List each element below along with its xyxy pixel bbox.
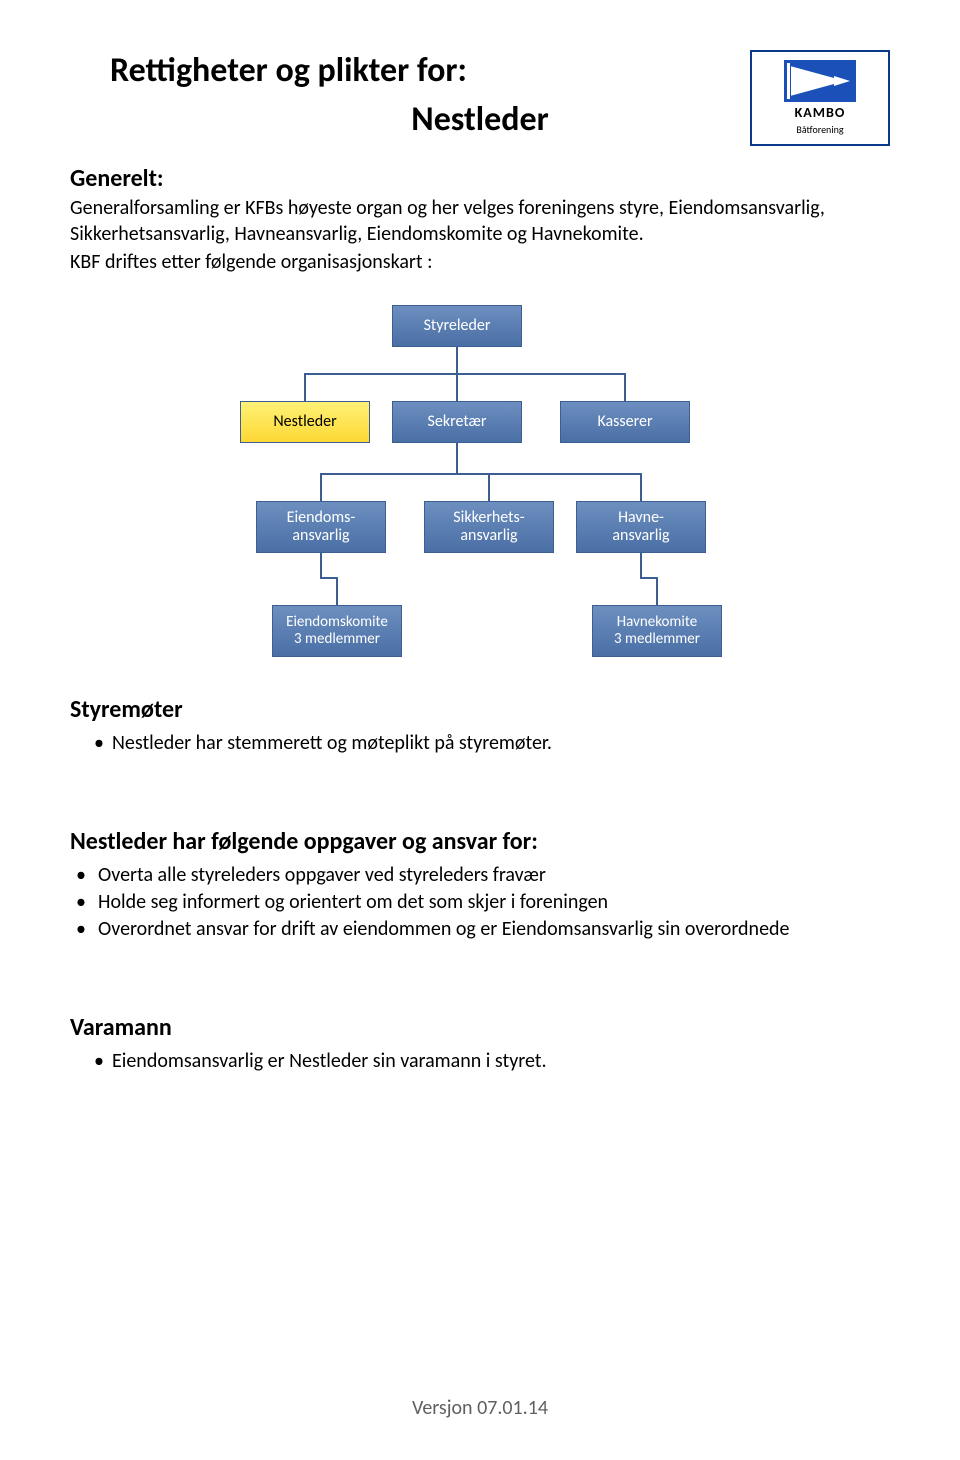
connector bbox=[320, 553, 322, 577]
node-eiendoms: Eiendoms- ansvarlig bbox=[256, 501, 386, 553]
connector bbox=[456, 443, 458, 473]
node-havne: Havne- ansvarlig bbox=[576, 501, 706, 553]
oppgaver-list: Overta alle styreleders oppgaver ved sty… bbox=[70, 862, 890, 943]
node-label: 3 medlemmer bbox=[294, 631, 380, 648]
node-label: 3 medlemmer bbox=[614, 631, 700, 648]
logo: KAMBO Båtforening bbox=[750, 50, 890, 146]
connector bbox=[456, 347, 458, 373]
footer-version: Versjon 07.01.14 bbox=[0, 1396, 960, 1420]
logo-text-1: KAMBO bbox=[795, 104, 846, 121]
node-havnekomite: Havnekomite 3 medlemmer bbox=[592, 605, 722, 657]
logo-flag-icon bbox=[784, 60, 856, 102]
connector bbox=[656, 577, 658, 605]
node-label: Styreleder bbox=[424, 317, 491, 335]
varamann-heading: Varamann bbox=[70, 1013, 890, 1042]
styremoter-heading: Styremøter bbox=[70, 695, 890, 724]
pre-title: Rettigheter og plikter for: bbox=[110, 50, 750, 91]
connector bbox=[320, 577, 337, 579]
node-label: Eiendomskomite bbox=[286, 614, 388, 631]
node-styreleder: Styreleder bbox=[392, 305, 522, 347]
list-item: Overordnet ansvar for drift av eiendomme… bbox=[76, 916, 890, 943]
connector bbox=[320, 473, 641, 475]
styremoter-list: Nestleder har stemmerett og møteplikt på… bbox=[70, 730, 890, 757]
node-eiendomskomite: Eiendomskomite 3 medlemmer bbox=[272, 605, 402, 657]
node-label: Havne- bbox=[618, 509, 664, 527]
node-sekretaer: Sekretær bbox=[392, 401, 522, 443]
node-label: Kasserer bbox=[597, 413, 652, 431]
connector bbox=[640, 577, 657, 579]
node-label: ansvarlig bbox=[292, 527, 349, 545]
node-label: Nestleder bbox=[273, 413, 336, 431]
node-label: Havnekomite bbox=[617, 614, 697, 631]
node-kasserer: Kasserer bbox=[560, 401, 690, 443]
node-label: Sikkerhets- bbox=[453, 509, 524, 527]
connector bbox=[640, 473, 642, 501]
connector bbox=[304, 373, 625, 375]
connector bbox=[304, 373, 306, 401]
list-item: Overta alle styreleders oppgaver ved sty… bbox=[76, 862, 890, 889]
logo-text-2: Båtforening bbox=[796, 123, 843, 136]
generelt-text-2: KBF driftes etter følgende organisasjons… bbox=[70, 249, 890, 275]
connector bbox=[456, 373, 458, 401]
connector bbox=[320, 473, 322, 501]
list-item: Eiendomsansvarlig er Nestleder sin varam… bbox=[94, 1048, 890, 1075]
connector bbox=[624, 373, 626, 401]
node-nestleder: Nestleder bbox=[240, 401, 370, 443]
generelt-heading: Generelt: bbox=[70, 164, 890, 193]
node-label: ansvarlig bbox=[612, 527, 669, 545]
oppgaver-heading: Nestleder har følgende oppgaver og ansva… bbox=[70, 827, 890, 856]
node-label: ansvarlig bbox=[460, 527, 517, 545]
header-row: Rettigheter og plikter for: Nestleder KA… bbox=[70, 50, 890, 146]
main-title: Nestleder bbox=[210, 99, 750, 140]
title-block: Rettigheter og plikter for: Nestleder bbox=[70, 50, 750, 140]
connector bbox=[488, 473, 490, 501]
connector bbox=[640, 553, 642, 577]
list-item: Nestleder har stemmerett og møteplikt på… bbox=[94, 730, 890, 757]
node-sikkerhets: Sikkerhets- ansvarlig bbox=[424, 501, 554, 553]
page: Rettigheter og plikter for: Nestleder KA… bbox=[0, 0, 960, 1460]
node-label: Sekretær bbox=[428, 413, 487, 431]
list-item: Holde seg informert og orientert om det … bbox=[76, 889, 890, 916]
org-chart: Styreleder Nestleder Sekretær Kasserer E… bbox=[160, 305, 800, 685]
generelt-text-1: Generalforsamling er KFBs høyeste organ … bbox=[70, 195, 890, 247]
connector bbox=[336, 577, 338, 605]
node-label: Eiendoms- bbox=[287, 509, 356, 527]
varamann-list: Eiendomsansvarlig er Nestleder sin varam… bbox=[70, 1048, 890, 1075]
